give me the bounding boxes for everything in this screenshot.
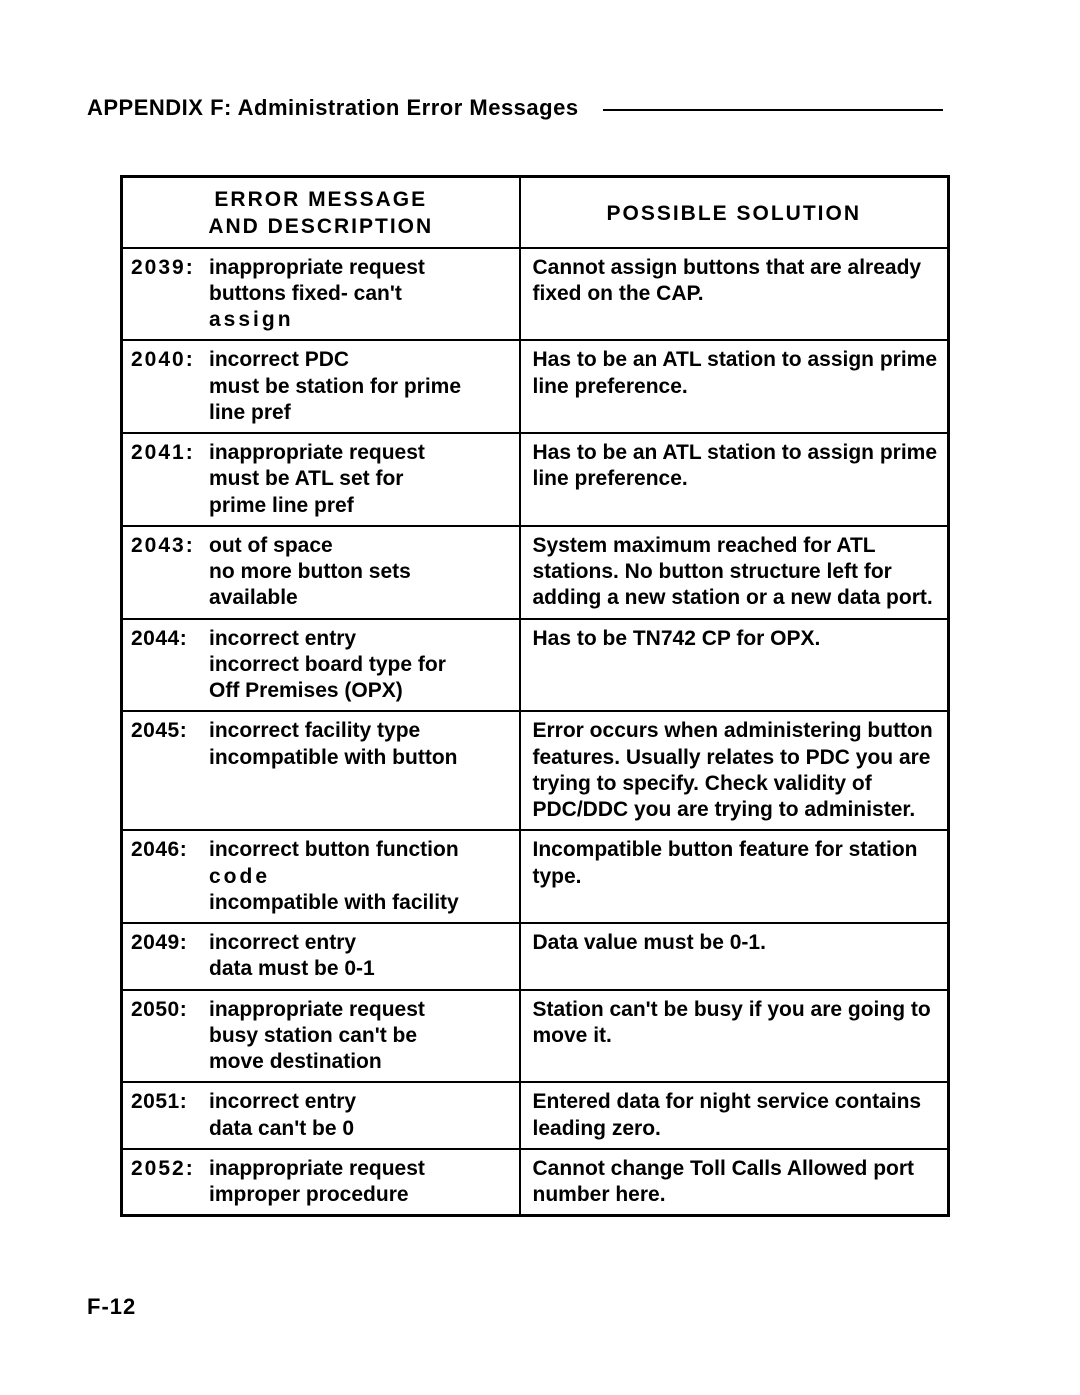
col-header-error: ERROR MESSAGE AND DESCRIPTION [122,177,520,248]
error-code: 2050: [131,997,209,1023]
page-header: APPENDIX F: Administration Error Message… [87,95,993,121]
error-code: 2040: [131,347,209,373]
error-desc: incorrect entry incorrect board type for… [209,626,513,705]
solution-text: Station can't be busy if you are going t… [520,990,949,1083]
table-row: 2046: incorrect button function code inc… [122,830,949,923]
table-row: 2040: incorrect PDC must be station for … [122,340,949,433]
solution-text: Has to be TN742 CP for OPX. [520,619,949,712]
error-code: 2052: [131,1156,209,1182]
solution-text: System maximum reached for ATL stations.… [520,526,949,619]
error-code: 2039: [131,255,209,281]
error-desc: incorrect entry data can't be 0 [209,1089,513,1142]
solution-text: Has to be an ATL station to assign prime… [520,340,949,433]
error-desc: inappropriate request must be ATL set fo… [209,440,513,519]
table-row: 2039: inappropriate request buttons fixe… [122,248,949,341]
error-code: 2041: [131,440,209,466]
solution-text: Has to be an ATL station to assign prime… [520,433,949,526]
error-desc: inappropriate request buttons fixed- can… [209,255,513,334]
solution-text: Error occurs when administering button f… [520,711,949,830]
error-desc: incorrect button function code incompati… [209,837,513,916]
table-row: 2045: incorrect facility type incompatib… [122,711,949,830]
error-code: 2051: [131,1089,209,1115]
error-code: 2049: [131,930,209,956]
appendix-title: APPENDIX F: Administration Error Message… [87,95,579,121]
error-desc: out of space no more button sets availab… [209,533,513,612]
error-desc: inappropriate request improper procedure [209,1156,513,1209]
col-header-solution: POSSIBLE SOLUTION [520,177,949,248]
error-code: 2045: [131,718,209,744]
table-row: 2044: incorrect entry incorrect board ty… [122,619,949,712]
solution-text: Entered data for night service contains … [520,1082,949,1149]
error-table: ERROR MESSAGE AND DESCRIPTION POSSIBLE S… [120,175,950,1217]
table-row: 2050: inappropriate request busy station… [122,990,949,1083]
error-desc: inappropriate request busy station can't… [209,997,513,1076]
header-rule [603,109,943,111]
error-code: 2043: [131,533,209,559]
page-number: F-12 [87,1294,136,1320]
error-code: 2044: [131,626,209,652]
solution-text: Incompatible button feature for station … [520,830,949,923]
error-desc: incorrect PDC must be station for prime … [209,347,513,426]
solution-text: Cannot assign buttons that are already f… [520,248,949,341]
table-row: 2051: incorrect entry data can't be 0 En… [122,1082,949,1149]
solution-text: Cannot change Toll Calls Allowed port nu… [520,1149,949,1216]
table-row: 2043: out of space no more button sets a… [122,526,949,619]
table-row: 2049: incorrect entry data must be 0-1 D… [122,923,949,990]
table-row: 2041: inappropriate request must be ATL … [122,433,949,526]
error-desc: incorrect facility type incompatible wit… [209,718,513,771]
table-row: 2052: inappropriate request improper pro… [122,1149,949,1216]
error-desc: incorrect entry data must be 0-1 [209,930,513,983]
solution-text: Data value must be 0-1. [520,923,949,990]
error-code: 2046: [131,837,209,863]
